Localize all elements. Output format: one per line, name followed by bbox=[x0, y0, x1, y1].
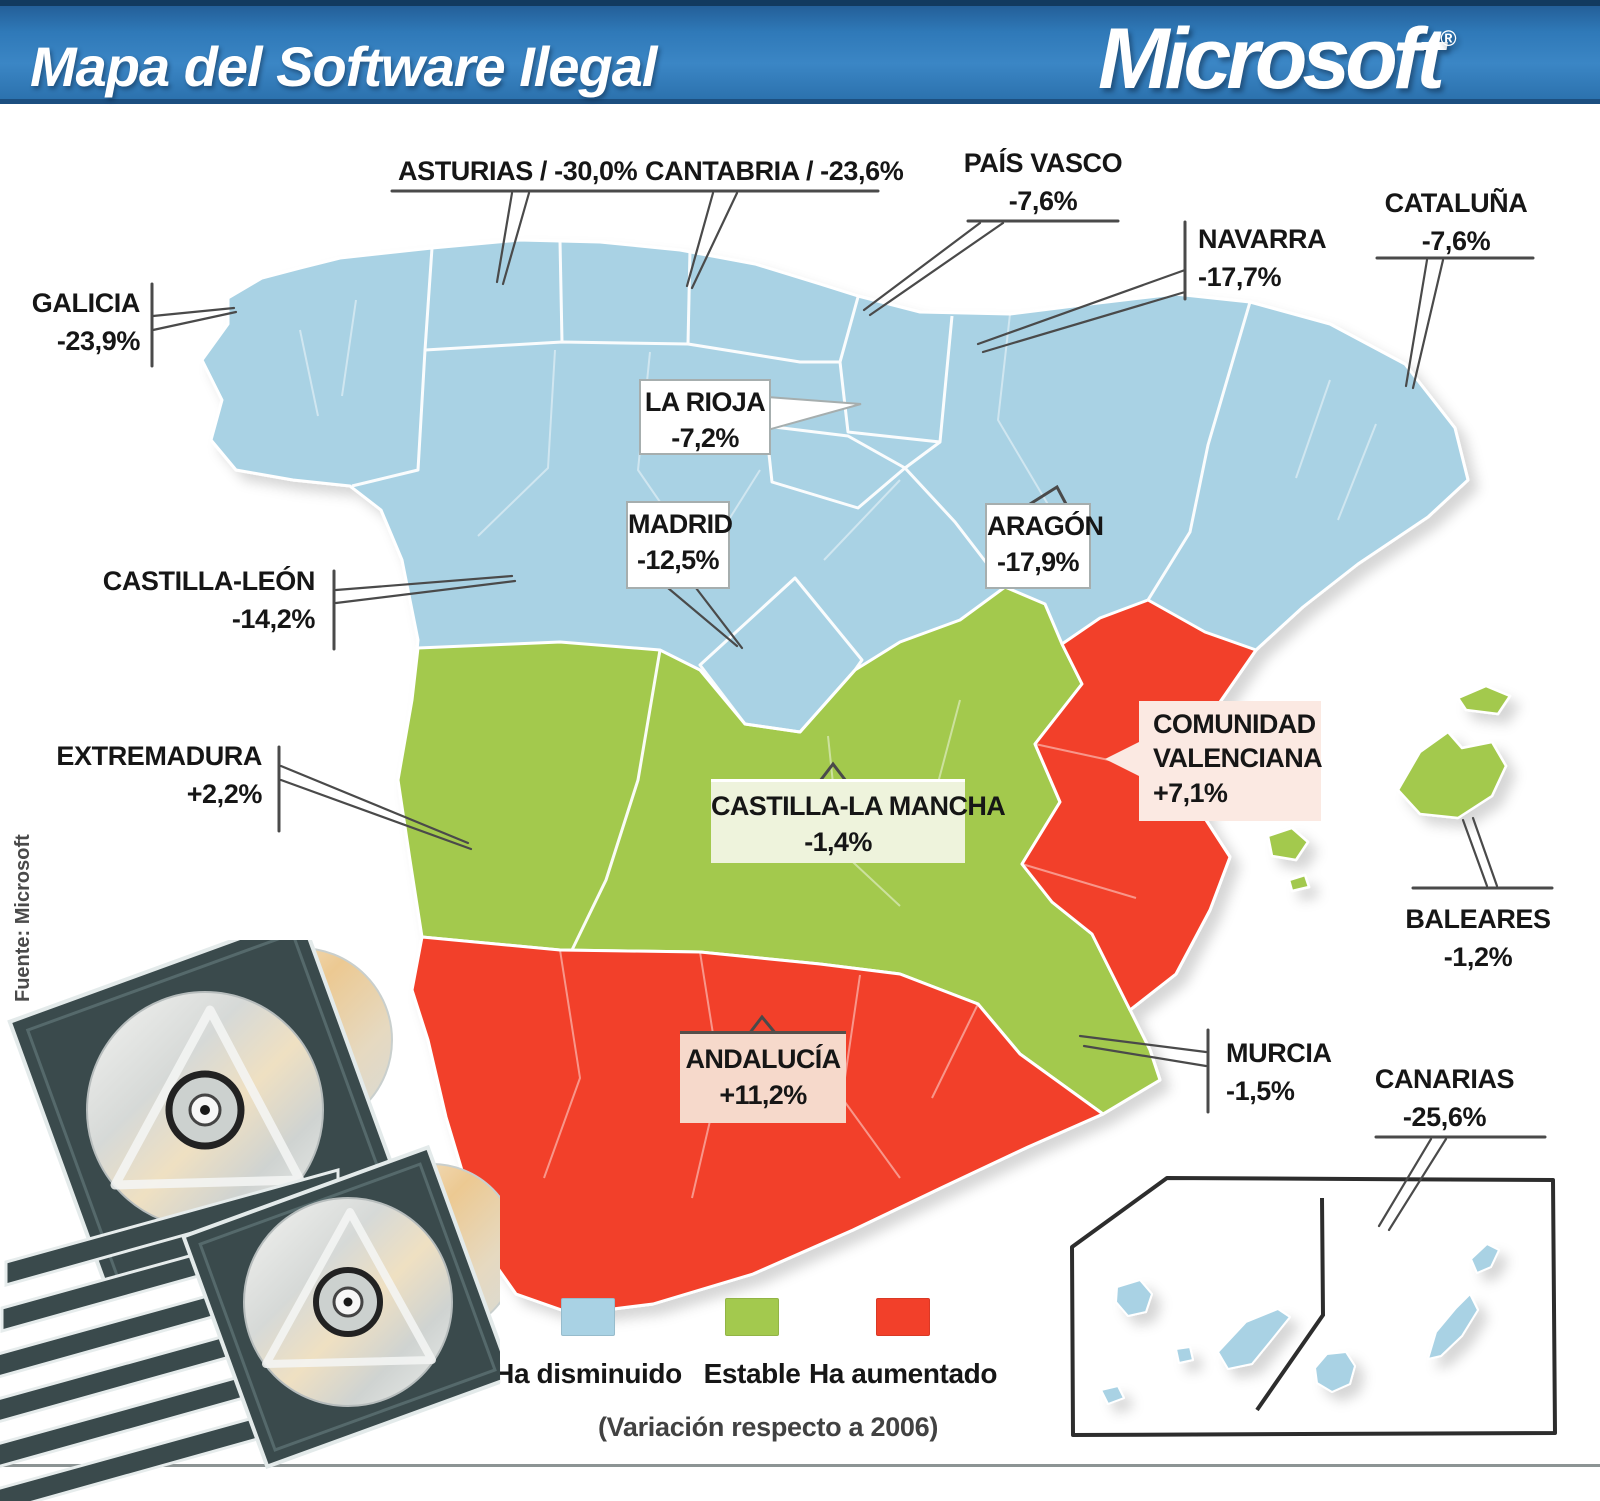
region-box-la-rioja: LA RIOJA -7,2% bbox=[639, 379, 771, 455]
legend-swatch-stable bbox=[725, 1298, 779, 1336]
region-label-baleares: BALEARES -1,2% bbox=[1405, 904, 1551, 972]
disc-2 bbox=[243, 1197, 453, 1407]
legend-item-stable: Estable bbox=[642, 1298, 862, 1390]
legend-swatch-decreased bbox=[561, 1298, 615, 1336]
region-box-castilla-la-mancha: CASTILLA-LA MANCHA -1,4% bbox=[711, 779, 1006, 863]
region-box-comunidad-valenciana: COMUNIDAD VALENCIANA +7,1% bbox=[1139, 701, 1323, 821]
microsoft-logo: Microsoft® bbox=[1098, 16, 1456, 102]
source-note: Fuente: Microsoft bbox=[12, 834, 34, 1002]
region-box-andalucia: ANDALUCÍA +11,2% bbox=[680, 1031, 846, 1123]
canarias-inset bbox=[1070, 1176, 1557, 1437]
region-box-aragon: ARAGÓN -17,9% bbox=[985, 503, 1104, 589]
legend-swatch-increased bbox=[876, 1298, 930, 1336]
region-baleares-islands bbox=[1266, 684, 1512, 893]
page-title: Mapa del Software Ilegal bbox=[30, 35, 657, 98]
region-label-extremadura: EXTREMADURA +2,2% bbox=[56, 741, 262, 809]
region-box-madrid: MADRID -12,5% bbox=[626, 501, 733, 589]
microsoft-logo-text: Microsoft bbox=[1098, 11, 1445, 107]
region-borders bbox=[351, 240, 1252, 951]
region-label-pais-vasco: PAÍS VASCO -7,6% bbox=[963, 148, 1123, 216]
legend-item-decreased: Ha disminuido bbox=[478, 1298, 698, 1390]
leader-lines bbox=[150, 189, 1554, 1232]
bottom-divider bbox=[0, 1464, 1600, 1467]
registered-mark: ® bbox=[1440, 26, 1457, 51]
region-label-galicia: GALICIA -23,9% bbox=[31, 288, 141, 356]
legend-item-increased: Ha aumentado bbox=[793, 1298, 1013, 1390]
region-label-cantabria: CANTABRIA / -23,6% bbox=[645, 156, 904, 186]
region-label-asturias: ASTURIAS / -30,0% bbox=[398, 156, 638, 186]
cd-stack-illustration bbox=[0, 940, 500, 1501]
valencia-pointer bbox=[1105, 741, 1141, 777]
canary-islands bbox=[1100, 1243, 1500, 1405]
region-label-castilla-leon: CASTILLA-LEÓN -14,2% bbox=[102, 566, 316, 634]
legend-note: (Variación respecto a 2006) bbox=[597, 1412, 939, 1442]
region-label-cataluna: CATALUÑA -7,6% bbox=[1384, 188, 1528, 256]
legend-label-decreased: Ha disminuido bbox=[494, 1358, 682, 1389]
region-label-navarra: NAVARRA -17,7% bbox=[1198, 224, 1327, 292]
header-bar: Mapa del Software Ilegal Microsoft® bbox=[0, 0, 1600, 104]
legend-label-stable: Estable bbox=[703, 1358, 801, 1389]
disc-main bbox=[86, 991, 324, 1229]
legend-label-increased: Ha aumentado bbox=[808, 1358, 998, 1389]
region-andalucia bbox=[410, 935, 1105, 1316]
region-label-canarias: CANARIAS -25,6% bbox=[1374, 1064, 1515, 1132]
region-label-murcia: MURCIA -1,5% bbox=[1226, 1038, 1332, 1106]
